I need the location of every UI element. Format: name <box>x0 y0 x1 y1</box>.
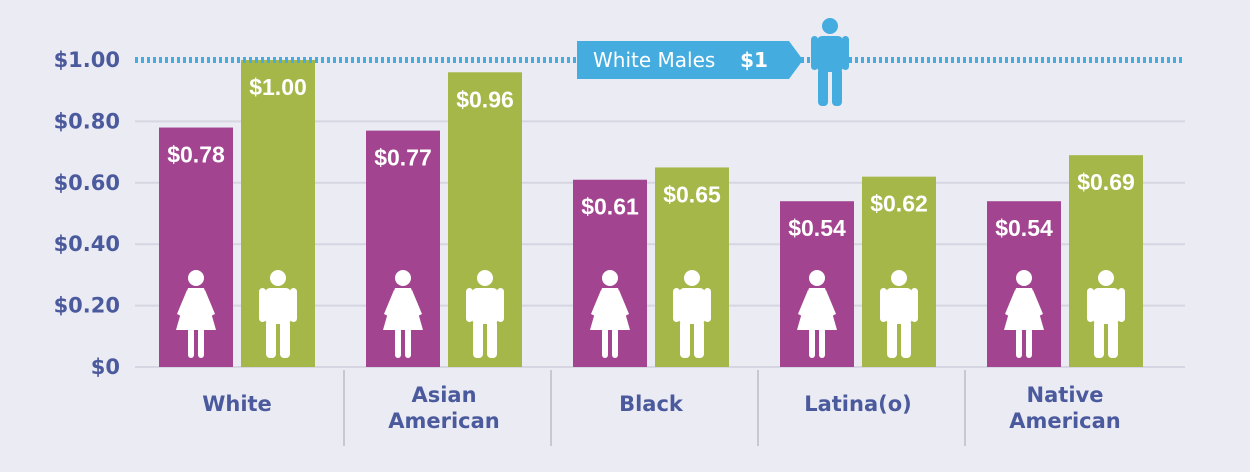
category-dividers <box>343 370 966 446</box>
category-label: Black <box>619 392 684 416</box>
category-label: Native American <box>1009 383 1121 433</box>
male-icon <box>1087 270 1125 358</box>
female-icon <box>797 270 837 358</box>
reference-label: White Males <box>593 48 715 72</box>
bar-value-label: $0.96 <box>456 86 514 112</box>
bar-value-label: $0.69 <box>1077 169 1135 195</box>
y-tick-label: $0 <box>91 355 120 379</box>
bar-value-label: $1.00 <box>249 74 307 100</box>
bar-value-label: $0.54 <box>995 215 1053 241</box>
male-icon <box>811 18 849 106</box>
bar <box>655 167 729 367</box>
bar-value-label: $0.62 <box>870 191 928 217</box>
category-label: Asian American <box>388 383 500 433</box>
y-tick-label: $0.40 <box>54 232 120 256</box>
female-icon <box>1004 270 1044 358</box>
bars: $0.78 $1.00 $0.77 $0.96 $0.61 $0.65 $0.54 $0.62… <box>159 60 1143 367</box>
y-tick-label: $0.80 <box>54 109 120 133</box>
reference-value-label: $1 <box>740 48 768 72</box>
female-icon <box>383 270 423 358</box>
y-axis: $0 $0.20 $0.40 $0.60 $0.80 $1.00 <box>54 48 120 379</box>
reference-line-group: White Males $1 <box>135 18 1185 106</box>
y-tick-label: $1.00 <box>54 48 120 72</box>
male-icon <box>673 270 711 358</box>
category-label: White <box>202 392 272 416</box>
bar-value-label: $0.54 <box>788 215 846 241</box>
bar <box>1069 155 1143 367</box>
male-icon <box>259 270 297 358</box>
bar-value-label: $0.61 <box>581 194 639 220</box>
y-tick-label: $0.60 <box>54 171 120 195</box>
reference-banner <box>577 41 803 79</box>
female-icon <box>176 270 216 358</box>
male-icon <box>466 270 504 358</box>
category-label: Latina(o) <box>804 392 912 416</box>
bar-value-label: $0.78 <box>167 142 225 168</box>
x-axis: White Asian American Black Latina(o) Native Am… <box>202 383 1121 433</box>
female-icon <box>590 270 630 358</box>
y-tick-label: $0.20 <box>54 294 120 318</box>
male-icon <box>880 270 918 358</box>
bar-value-label: $0.77 <box>374 145 432 171</box>
bar-value-label: $0.65 <box>663 181 721 207</box>
